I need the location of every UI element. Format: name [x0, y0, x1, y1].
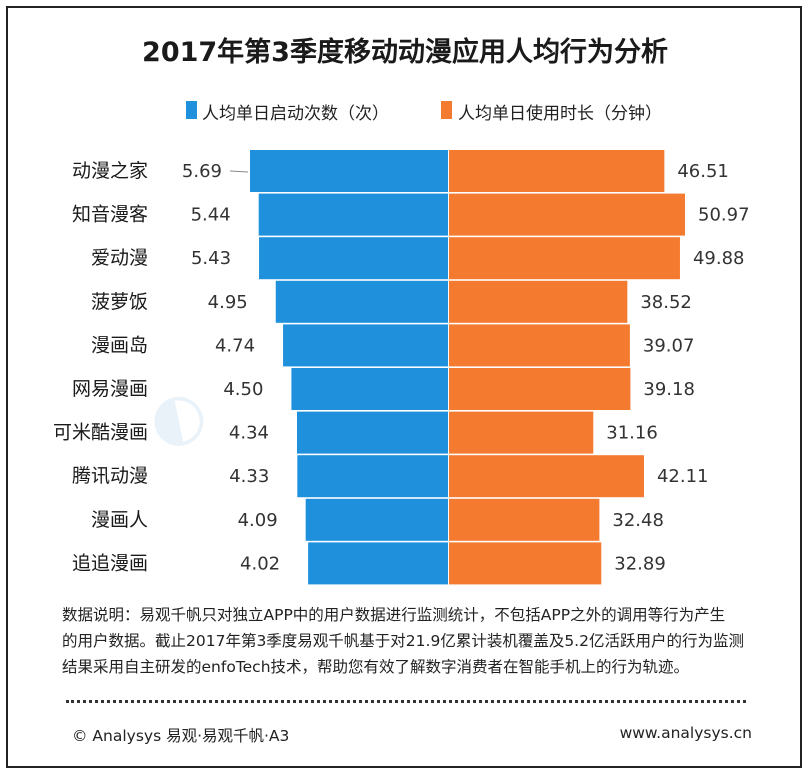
- bar-starts-4: [283, 324, 448, 367]
- bar-starts-0: [250, 150, 448, 192]
- category-label-8: 漫画人: [91, 509, 148, 531]
- bar-duration-1: [449, 193, 685, 236]
- dotted-divider: [66, 700, 746, 703]
- bar-duration-7: [449, 455, 644, 498]
- chart-title: 2017年第3季度移动动漫应用人均行为分析: [142, 37, 668, 68]
- legend-label-starts: 人均单日启动次数（次）: [202, 104, 389, 124]
- bar-duration-4: [449, 324, 630, 367]
- bar-starts-9: [308, 542, 448, 585]
- data-label-starts-4: 4.74: [215, 335, 255, 356]
- data-note-line-2: 的用户数据。截止2017年第3季度易观千帆基于对21.9亿累计装机覆盖及5.2亿…: [62, 632, 744, 650]
- data-note: 数据说明：易观千帆只对独立APP中的用户数据进行监测统计，不包括APP之外的调用…: [62, 602, 762, 680]
- bar-duration-2: [449, 237, 680, 280]
- data-label-duration-1: 50.97: [698, 205, 750, 226]
- data-label-duration-6: 31.16: [606, 423, 658, 444]
- bar-starts-7: [297, 455, 448, 498]
- data-label-duration-5: 39.18: [643, 379, 695, 400]
- legend-label-duration: 人均单日使用时长（分钟）: [458, 104, 662, 124]
- bar-starts-8: [305, 498, 448, 541]
- data-label-starts-0: 5.69: [182, 161, 222, 182]
- data-label-starts-8: 4.09: [238, 510, 278, 531]
- footer-url: www.analysys.cn: [619, 724, 752, 742]
- category-label-5: 网易漫画: [72, 378, 148, 400]
- bar-starts-1: [258, 193, 448, 236]
- bar-duration-9: [449, 542, 602, 585]
- bar-starts-6: [296, 411, 448, 454]
- legend-swatch-starts: [186, 101, 197, 119]
- data-label-starts-1: 5.44: [191, 205, 231, 226]
- category-label-6: 可米酷漫画: [53, 422, 148, 444]
- data-label-duration-7: 42.11: [657, 466, 709, 487]
- data-label-duration-4: 39.07: [643, 335, 695, 356]
- data-note-line-1: 数据说明：易观千帆只对独立APP中的用户数据进行监测统计，不包括APP之外的调用…: [62, 606, 726, 624]
- leader-line-0: [229, 170, 249, 173]
- data-label-starts-7: 4.33: [229, 466, 269, 487]
- category-label-3: 菠萝饭: [91, 291, 148, 313]
- data-label-duration-8: 32.48: [612, 510, 664, 531]
- data-label-starts-3: 4.95: [208, 292, 248, 313]
- chart-svg: 动漫之家 5.69 46.51 知音漫客 5.44 50.97 爱动漫 5.43 49.88 菠萝…: [53, 150, 750, 585]
- category-label-1: 知音漫客: [72, 204, 148, 226]
- bar-starts-3: [275, 280, 448, 323]
- category-label-2: 爱动漫: [91, 247, 148, 269]
- bar-starts-2: [259, 237, 448, 280]
- bar-duration-0: [449, 150, 665, 192]
- category-label-9: 追追漫画: [72, 552, 148, 574]
- data-label-duration-0: 46.51: [677, 161, 729, 182]
- data-label-starts-5: 4.50: [223, 379, 263, 400]
- bar-duration-8: [449, 498, 600, 541]
- data-note-line-3: 结果采用自主研发的enfoTech技术，帮助您有效了解数字消费者在智能手机上的行…: [62, 658, 690, 676]
- data-label-starts-2: 5.43: [191, 248, 231, 269]
- data-label-duration-9: 32.89: [614, 553, 666, 574]
- legend-swatch-duration: [441, 101, 452, 119]
- data-label-starts-6: 4.34: [229, 423, 269, 444]
- chart-frame: [6, 6, 802, 768]
- category-label-0: 动漫之家: [72, 160, 148, 182]
- footer-copyright: © Analysys 易观·易观千帆·A3: [72, 727, 290, 745]
- bar-starts-5: [291, 368, 448, 410]
- data-label-starts-9: 4.02: [240, 553, 280, 574]
- bar-duration-6: [449, 411, 594, 454]
- data-label-duration-2: 49.88: [693, 248, 745, 269]
- category-label-4: 漫画岛: [91, 334, 148, 356]
- data-label-duration-3: 38.52: [640, 292, 692, 313]
- bar-duration-5: [449, 368, 631, 410]
- bar-duration-3: [449, 280, 628, 323]
- category-label-7: 腾讯动漫: [72, 465, 148, 487]
